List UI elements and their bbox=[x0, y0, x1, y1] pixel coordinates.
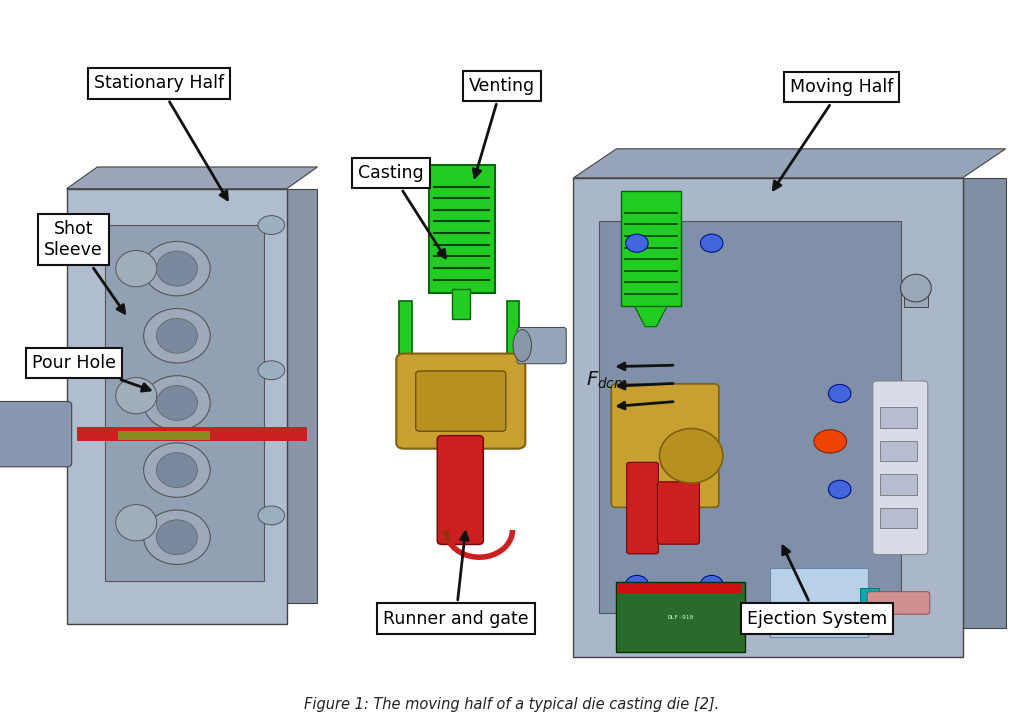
Ellipse shape bbox=[157, 319, 198, 354]
Text: Pour Hole: Pour Hole bbox=[32, 354, 151, 391]
Text: Stationary Half: Stationary Half bbox=[93, 75, 227, 200]
Ellipse shape bbox=[900, 274, 931, 302]
FancyBboxPatch shape bbox=[77, 427, 307, 441]
Circle shape bbox=[814, 430, 847, 453]
FancyBboxPatch shape bbox=[437, 436, 483, 544]
Polygon shape bbox=[67, 167, 317, 189]
Text: Casting: Casting bbox=[358, 164, 445, 258]
FancyBboxPatch shape bbox=[0, 401, 72, 467]
Ellipse shape bbox=[828, 384, 851, 402]
FancyBboxPatch shape bbox=[880, 507, 916, 529]
FancyBboxPatch shape bbox=[616, 582, 745, 652]
Ellipse shape bbox=[157, 453, 198, 488]
FancyBboxPatch shape bbox=[396, 354, 525, 449]
Text: Moving Half: Moving Half bbox=[773, 78, 893, 189]
Ellipse shape bbox=[513, 330, 531, 362]
Ellipse shape bbox=[828, 481, 851, 499]
FancyBboxPatch shape bbox=[621, 191, 681, 306]
Circle shape bbox=[258, 216, 285, 234]
Polygon shape bbox=[573, 149, 1006, 178]
Text: Runner and gate: Runner and gate bbox=[383, 532, 528, 627]
FancyBboxPatch shape bbox=[627, 462, 658, 554]
Ellipse shape bbox=[143, 443, 210, 497]
Ellipse shape bbox=[143, 510, 210, 565]
Ellipse shape bbox=[626, 234, 648, 252]
Ellipse shape bbox=[700, 575, 723, 594]
Ellipse shape bbox=[157, 386, 198, 420]
FancyBboxPatch shape bbox=[452, 289, 470, 319]
FancyBboxPatch shape bbox=[67, 189, 287, 624]
FancyBboxPatch shape bbox=[416, 371, 506, 431]
Ellipse shape bbox=[700, 234, 723, 252]
FancyBboxPatch shape bbox=[903, 280, 928, 307]
FancyBboxPatch shape bbox=[770, 568, 868, 637]
Text: Shot
Sleeve: Shot Sleeve bbox=[44, 220, 125, 313]
FancyBboxPatch shape bbox=[963, 178, 1006, 628]
Polygon shape bbox=[634, 305, 668, 327]
FancyBboxPatch shape bbox=[860, 588, 879, 617]
Ellipse shape bbox=[143, 376, 210, 430]
Ellipse shape bbox=[157, 251, 198, 286]
FancyBboxPatch shape bbox=[287, 189, 317, 603]
Ellipse shape bbox=[626, 575, 648, 594]
FancyBboxPatch shape bbox=[880, 474, 916, 495]
Circle shape bbox=[258, 361, 285, 380]
FancyBboxPatch shape bbox=[880, 407, 916, 428]
FancyBboxPatch shape bbox=[517, 327, 566, 364]
FancyBboxPatch shape bbox=[429, 165, 495, 293]
Ellipse shape bbox=[143, 309, 210, 363]
Text: DLF-910: DLF-910 bbox=[668, 615, 694, 619]
Text: Ejection System: Ejection System bbox=[748, 546, 887, 627]
Ellipse shape bbox=[116, 378, 157, 414]
Ellipse shape bbox=[143, 241, 210, 296]
FancyBboxPatch shape bbox=[118, 431, 210, 440]
FancyBboxPatch shape bbox=[399, 354, 519, 363]
Text: Venting: Venting bbox=[469, 77, 535, 177]
FancyBboxPatch shape bbox=[618, 584, 741, 593]
FancyBboxPatch shape bbox=[507, 301, 519, 359]
Text: Figure 1: The moving half of a typical die casting die [2].: Figure 1: The moving half of a typical d… bbox=[304, 697, 720, 711]
Circle shape bbox=[258, 506, 285, 525]
FancyBboxPatch shape bbox=[599, 221, 901, 613]
Text: $\mathit{F}_{dcm}$: $\mathit{F}_{dcm}$ bbox=[586, 370, 628, 391]
Ellipse shape bbox=[116, 250, 157, 287]
Ellipse shape bbox=[659, 428, 723, 483]
FancyBboxPatch shape bbox=[867, 592, 930, 614]
FancyBboxPatch shape bbox=[105, 225, 264, 581]
Ellipse shape bbox=[116, 505, 157, 541]
FancyBboxPatch shape bbox=[872, 381, 928, 555]
FancyBboxPatch shape bbox=[611, 384, 719, 507]
Ellipse shape bbox=[157, 520, 198, 555]
FancyBboxPatch shape bbox=[573, 178, 963, 657]
FancyBboxPatch shape bbox=[657, 482, 699, 544]
FancyBboxPatch shape bbox=[880, 441, 916, 461]
FancyBboxPatch shape bbox=[399, 301, 412, 359]
